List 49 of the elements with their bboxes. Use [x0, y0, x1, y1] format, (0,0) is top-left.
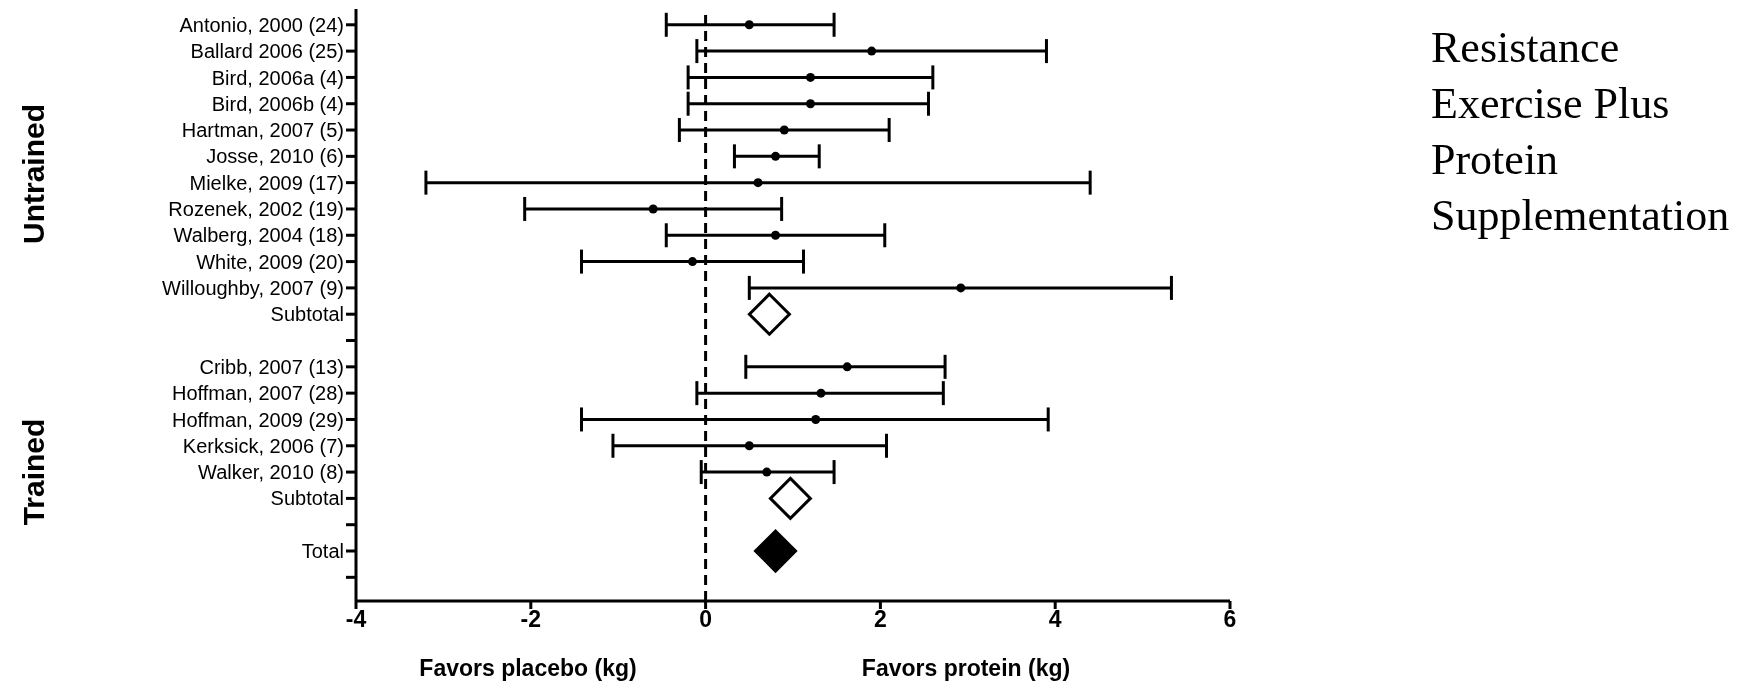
text: Untrained [17, 103, 51, 245]
y-tick-label: Mielke, 2009 (17) [189, 171, 344, 194]
x-tick-label: -4 [345, 606, 367, 633]
point [753, 178, 763, 188]
y-tick-label: Subtotal [270, 487, 344, 510]
point [754, 529, 798, 573]
y-tick-label: Walker, 2010 (8) [198, 461, 344, 484]
y-tick-label: Hartman, 2007 (5) [181, 119, 344, 142]
point [805, 72, 815, 82]
text: Favors placebo (kg) [419, 654, 637, 682]
y-tick-label: Willoughby, 2007 (9) [162, 277, 344, 299]
y-tick-label: Subtotal [270, 303, 344, 326]
x-tick-label: 0 [699, 606, 712, 633]
y-tick-label: Hoffman, 2009 (29) [172, 408, 344, 431]
point [771, 151, 781, 161]
y-tick-label: Ballard 2006 (25) [190, 40, 344, 63]
point [762, 467, 772, 477]
point [816, 388, 826, 398]
point [811, 414, 821, 424]
point [768, 476, 812, 520]
y-tick-label: Kerksick, 2006 (7) [182, 434, 344, 457]
point [648, 204, 658, 214]
y-tick-label: Bird, 2006a (4) [211, 66, 344, 89]
point [842, 362, 852, 372]
point [687, 257, 697, 267]
point [779, 125, 789, 135]
point [744, 20, 754, 30]
point [805, 99, 815, 109]
point [747, 292, 791, 336]
text: Favors protein (kg) [861, 654, 1071, 682]
text: Resistance Exercise Plus Protein Supplementation [1431, 22, 1731, 242]
y-tick-label: Bird, 2006b (4) [211, 92, 344, 115]
x-tick-label: 2 [874, 606, 887, 633]
text: Trained [17, 418, 51, 526]
y-tick-label: Antonio, 2000 (24) [179, 13, 344, 36]
y-tick-label: Rozenek, 2002 (19) [168, 198, 344, 221]
y-tick-label: Total [301, 540, 344, 563]
y-tick-label: Hoffman, 2007 (28) [172, 382, 344, 405]
point [744, 441, 754, 451]
y-tick-label: Walberg, 2004 (18) [173, 224, 344, 247]
x-tick-label: 4 [1048, 606, 1062, 633]
point [956, 283, 966, 293]
y-tick-label: Cribb, 2007 (13) [199, 355, 344, 378]
point [771, 230, 781, 240]
point [867, 46, 877, 56]
x-tick-label: 6 [1223, 606, 1237, 633]
x-tick-label: -2 [520, 606, 542, 633]
y-tick-label: Josse, 2010 (6) [206, 145, 344, 168]
y-tick-label: White, 2009 (20) [196, 250, 344, 273]
